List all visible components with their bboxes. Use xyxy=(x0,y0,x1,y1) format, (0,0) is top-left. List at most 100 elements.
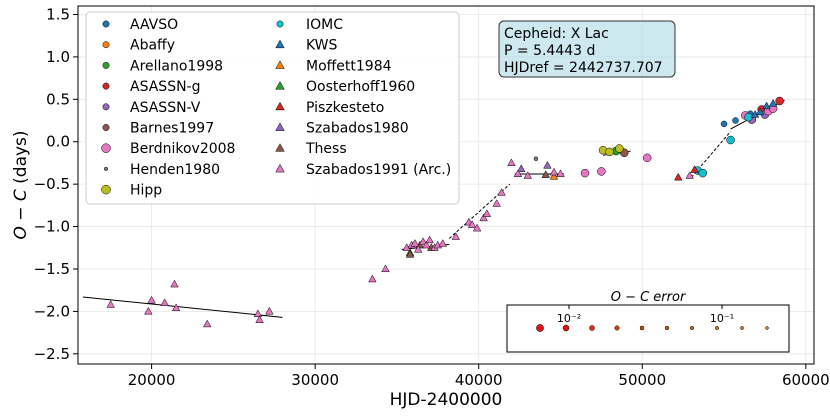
data-point xyxy=(698,168,708,178)
data-point xyxy=(467,220,477,228)
data-point xyxy=(597,167,606,176)
data-point xyxy=(732,117,739,124)
data-point xyxy=(482,209,492,217)
legend-marker xyxy=(275,163,285,173)
legend-label: Abaffy xyxy=(130,38,175,54)
legend-label: KWS xyxy=(306,38,338,54)
data-point xyxy=(451,232,461,240)
y-tick-label: −1.5 xyxy=(34,260,70,278)
legend-marker xyxy=(103,166,109,171)
data-point xyxy=(543,160,552,169)
data-point xyxy=(549,172,559,180)
legend-label: Szabados1991 (Arc.) xyxy=(306,162,451,178)
error-dot xyxy=(562,324,570,332)
data-point xyxy=(422,240,431,249)
error-dot xyxy=(740,326,744,330)
legend-label: Berdnikov2008 xyxy=(130,141,235,157)
legend-label: AAVSO xyxy=(130,17,178,33)
x-tick-label: 20000 xyxy=(128,371,176,389)
data-point xyxy=(265,306,274,315)
data-point xyxy=(413,244,423,253)
data-point xyxy=(144,306,153,315)
data-point xyxy=(755,107,765,116)
data-point xyxy=(685,171,694,179)
legend-marker xyxy=(275,122,285,131)
data-point xyxy=(171,303,181,312)
data-point xyxy=(106,300,115,308)
legend-label: IOMC xyxy=(306,17,343,33)
data-point xyxy=(517,164,526,172)
error-dot xyxy=(536,324,544,332)
data-point xyxy=(513,169,523,178)
y-axis-label: O − C (days) xyxy=(11,130,31,239)
error-legend-dots xyxy=(536,324,769,332)
info-box-reference-epoch: HJDref = 2442737.707 xyxy=(504,60,663,76)
legend-marker xyxy=(102,20,110,28)
plot-frame xyxy=(77,5,815,365)
legend-marker xyxy=(276,20,284,28)
data-point xyxy=(368,274,377,283)
info-box: Cepheid: X Lac P = 5.4443 d HJDref = 244… xyxy=(498,20,676,78)
legend-label: Arellano1998 xyxy=(130,58,223,74)
y-tick-label: −1.0 xyxy=(34,218,70,236)
data-point xyxy=(438,239,447,247)
legend-marker xyxy=(102,103,110,111)
y-tick-label: 1.0 xyxy=(46,48,70,66)
legend-label: Hipp xyxy=(130,183,162,199)
data-point xyxy=(381,264,390,273)
legend-frame xyxy=(85,11,460,205)
x-axis-ticks: 20000 30000 40000 50000 60000 xyxy=(128,364,830,389)
data-point xyxy=(147,295,156,304)
data-point xyxy=(533,156,539,161)
data-point xyxy=(507,158,516,166)
y-axis-label-main: O − C xyxy=(11,189,31,239)
data-point xyxy=(556,169,565,178)
legend-marker xyxy=(102,61,110,69)
y-tick-label: −2.5 xyxy=(34,345,70,363)
data-point xyxy=(418,237,428,245)
fit-line xyxy=(82,296,283,318)
legend-marker xyxy=(101,143,111,153)
legend-label: Szabados1980 xyxy=(306,121,409,137)
data-point xyxy=(523,171,533,179)
data-point xyxy=(674,172,683,181)
x-tick-label: 50000 xyxy=(618,371,666,389)
legend-label: Moffett1984 xyxy=(306,58,392,74)
legend-marker xyxy=(102,41,110,49)
error-dot xyxy=(664,325,670,331)
y-tick-label: 0.5 xyxy=(46,90,70,108)
info-box-title: Cepheid: X Lac xyxy=(504,26,609,42)
legend-label: Henden1980 xyxy=(130,162,220,178)
error-dot xyxy=(715,326,719,330)
data-point xyxy=(253,309,263,317)
y-tick-label: 0.0 xyxy=(46,133,70,151)
legend-label: Barnes1997 xyxy=(130,121,214,137)
legend-label: ASASSN-g xyxy=(130,79,201,95)
error-dot xyxy=(765,326,769,330)
data-point xyxy=(472,223,482,232)
data-point xyxy=(768,99,778,107)
data-point xyxy=(492,199,501,207)
data-point xyxy=(410,239,420,247)
data-point xyxy=(479,213,488,222)
error-legend-tick-label-1: 10⁻² xyxy=(557,312,581,325)
error-dot xyxy=(639,325,645,331)
legend-marker xyxy=(275,81,285,90)
info-box-period: P = 5.4443 d xyxy=(504,43,595,59)
x-tick-label: 30000 xyxy=(291,371,339,389)
data-point xyxy=(580,168,590,178)
error-legend-frame xyxy=(506,304,790,353)
data-point xyxy=(497,188,506,196)
y-tick-label: −2.0 xyxy=(34,302,70,320)
error-dot xyxy=(589,325,595,331)
x-tick-label: 60000 xyxy=(782,371,830,389)
data-point xyxy=(255,315,264,323)
error-legend: O − C error 10⁻² 10⁻¹ xyxy=(506,290,790,353)
data-point xyxy=(160,298,169,306)
legend-marker xyxy=(102,82,110,90)
x-tick-label: 40000 xyxy=(455,371,503,389)
data-point xyxy=(690,165,699,173)
error-legend-tick-label-2: 10⁻¹ xyxy=(710,312,734,325)
legend-label: Oosterhoff1960 xyxy=(306,79,415,95)
